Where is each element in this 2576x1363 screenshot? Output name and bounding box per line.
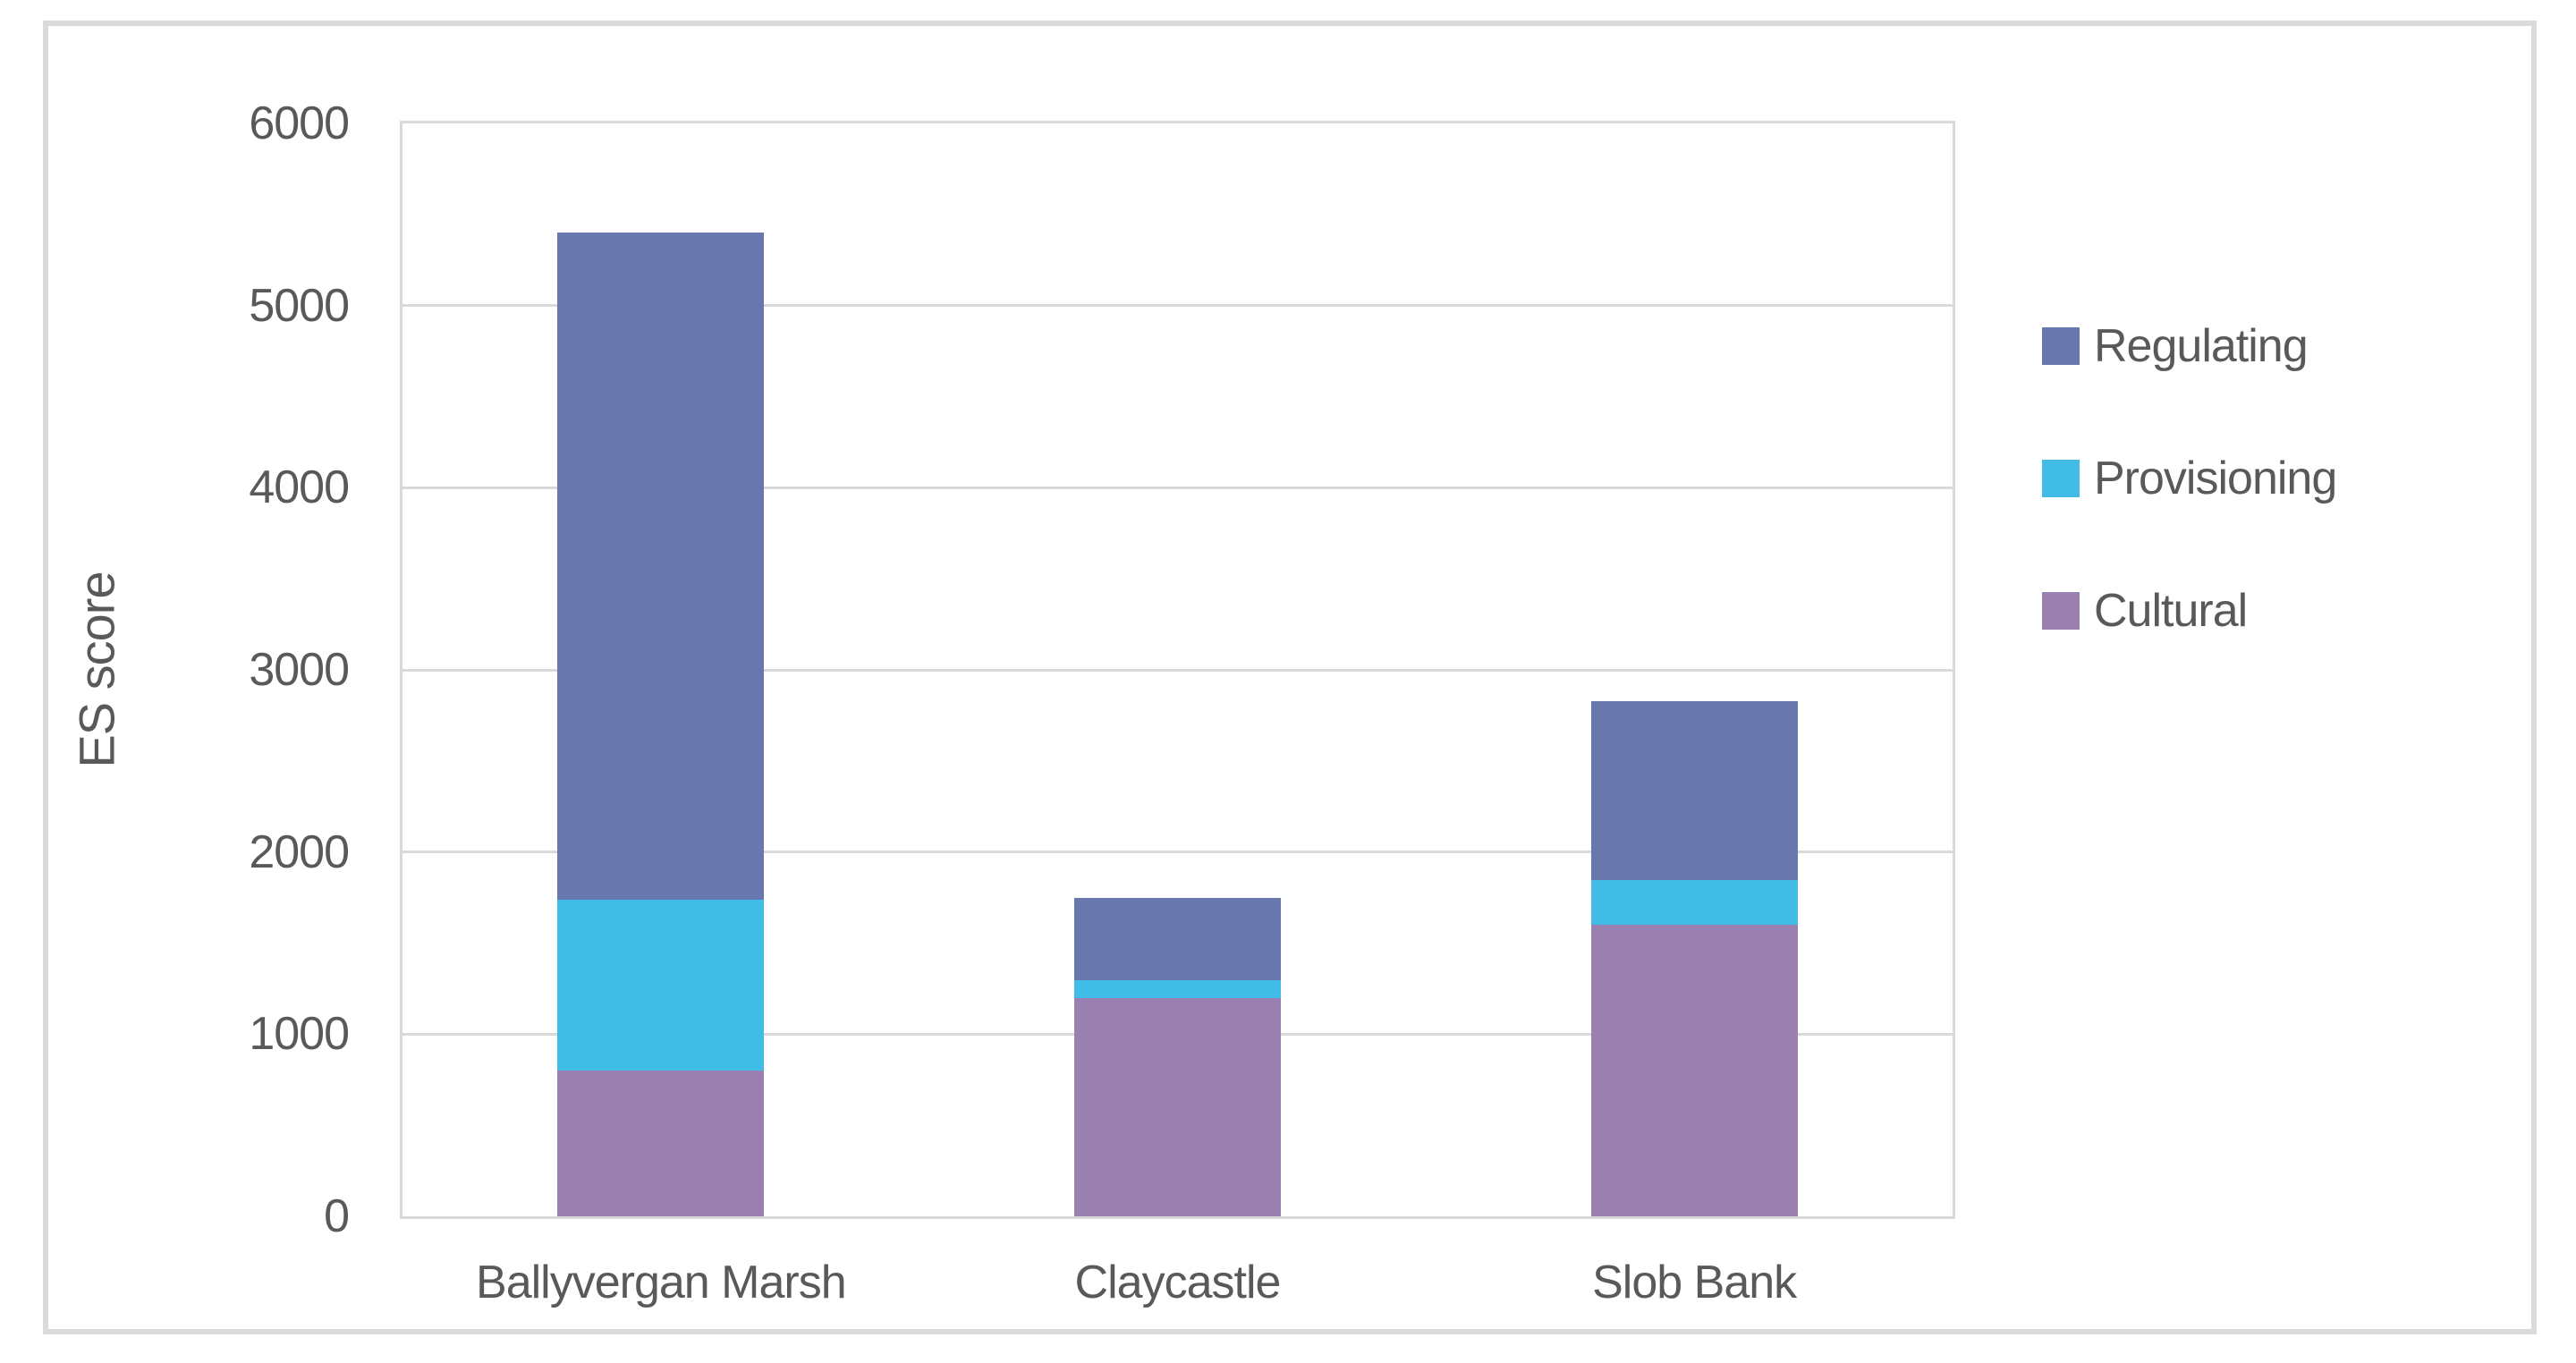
bar-segment-regulating-2 xyxy=(1590,700,1798,881)
bar-segment-provisioning-1 xyxy=(1074,980,1281,998)
gridline-5000 xyxy=(402,304,1953,308)
y-tick-label-6000: 6000 xyxy=(249,97,350,149)
legend-swatch-regulating xyxy=(2042,327,2080,365)
x-category-label-1: Claycastle xyxy=(1074,1257,1282,1308)
gridline-2000 xyxy=(402,851,1953,854)
y-tick-label-3000: 3000 xyxy=(249,644,350,696)
bar-segment-regulating-0 xyxy=(557,233,765,900)
bar-segment-cultural-2 xyxy=(1590,925,1798,1216)
bar-segment-provisioning-2 xyxy=(1590,880,1798,926)
bar-segment-cultural-1 xyxy=(1074,997,1281,1216)
x-category-label-0: Ballyvergan Marsh xyxy=(476,1257,847,1308)
bar-segment-regulating-1 xyxy=(1074,897,1281,981)
y-tick-label-1000: 1000 xyxy=(249,1008,350,1061)
gridline-3000 xyxy=(402,668,1953,672)
y-tick-label-2000: 2000 xyxy=(249,825,350,878)
legend-label-provisioning: Provisioning xyxy=(2094,453,2337,504)
y-tick-label-0: 0 xyxy=(324,1190,350,1242)
legend-swatch-provisioning xyxy=(2042,460,2080,497)
legend-item-regulating: Regulating xyxy=(2042,319,2336,373)
y-tick-label-5000: 5000 xyxy=(249,279,350,332)
legend-item-cultural: Cultural xyxy=(2042,584,2336,638)
gridline-4000 xyxy=(402,486,1953,489)
y-axis-title: ES score xyxy=(68,571,125,768)
plot-area: ES score 0 1000 2000 3000 4000 5000 6000 Bally… xyxy=(69,97,1955,1308)
legend-item-provisioning: Provisioning xyxy=(2042,452,2337,505)
legend-swatch-cultural xyxy=(2042,592,2080,630)
legend-label-cultural: Cultural xyxy=(2094,585,2248,637)
y-tick-label-4000: 4000 xyxy=(249,461,350,514)
x-category-label-2: Slob Bank xyxy=(1592,1257,1797,1308)
legend-label-regulating: Regulating xyxy=(2094,320,2309,372)
legend: Regulating Provisioning Cultural xyxy=(2042,319,2337,638)
chart-area: ES score 0 1000 2000 3000 4000 5000 6000 Bally… xyxy=(43,21,2537,1334)
bar-segment-cultural-0 xyxy=(557,1071,765,1216)
bar-segment-provisioning-0 xyxy=(557,899,765,1071)
